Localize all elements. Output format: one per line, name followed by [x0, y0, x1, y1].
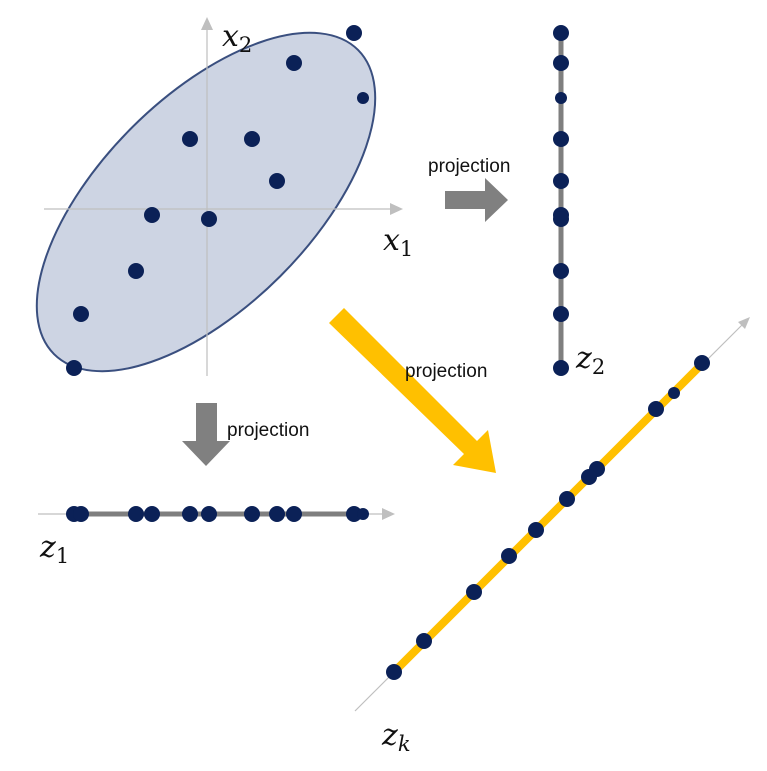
z1-projection-panel: projection z1	[38, 403, 395, 568]
x2-axis-arrowhead	[201, 17, 213, 30]
projected-point	[553, 55, 569, 71]
projected-point	[144, 506, 160, 522]
projected-point	[553, 211, 569, 227]
projected-point	[244, 506, 260, 522]
projected-point	[286, 506, 302, 522]
zk-axis-arrowhead	[738, 317, 750, 329]
projected-point	[555, 92, 567, 104]
data-point	[244, 131, 260, 147]
x1-label: x1	[383, 223, 413, 261]
projected-point	[201, 506, 217, 522]
projection-diagonal-label: projection	[405, 361, 487, 382]
z1-label: z1	[39, 530, 69, 568]
zk-label: zk	[381, 718, 411, 756]
z1-projected-points	[66, 506, 369, 522]
projected-point	[386, 664, 402, 680]
projected-point	[269, 506, 285, 522]
projected-point	[501, 548, 517, 564]
data-point	[346, 25, 362, 41]
z1-axis-arrowhead	[382, 508, 395, 520]
projected-point	[553, 173, 569, 189]
projected-point	[668, 387, 680, 399]
z2-projection-panel: projection z2	[428, 25, 605, 379]
x2-label: x2	[222, 19, 252, 57]
projected-point	[73, 506, 89, 522]
data-point	[269, 173, 285, 189]
projected-point	[346, 506, 362, 522]
data-point	[128, 263, 144, 279]
projection-right-arrow	[445, 178, 508, 222]
data-point	[73, 306, 89, 322]
projection-down-arrow	[182, 403, 230, 466]
data-point	[182, 131, 198, 147]
projected-point	[553, 131, 569, 147]
projected-point	[553, 306, 569, 322]
data-point	[357, 92, 369, 104]
projected-point	[182, 506, 198, 522]
z2-label: z2	[575, 341, 605, 379]
projected-point	[553, 25, 569, 41]
projection-right-label: projection	[428, 156, 510, 177]
projection-diagonal-arrow	[329, 308, 496, 473]
projected-point	[581, 469, 597, 485]
projected-point	[648, 401, 664, 417]
projected-point	[416, 633, 432, 649]
data-point	[201, 211, 217, 227]
x1-axis-arrowhead	[390, 203, 403, 215]
data-ellipse	[35, 31, 377, 373]
z2-projected-points	[553, 25, 569, 376]
data-point	[66, 360, 82, 376]
projected-point	[128, 506, 144, 522]
zk-projection-panel: projection zk	[329, 308, 750, 756]
projected-point	[553, 263, 569, 279]
original-data-points	[66, 25, 369, 376]
projected-point	[694, 355, 710, 371]
data-point	[144, 207, 160, 223]
data-point	[286, 55, 302, 71]
projected-point	[528, 522, 544, 538]
zk-projected-points	[386, 355, 710, 680]
projected-point	[553, 360, 569, 376]
projected-point	[559, 491, 575, 507]
projection-down-label: projection	[227, 420, 309, 441]
projected-point	[357, 508, 369, 520]
original-space-panel: x2 x1	[35, 17, 413, 376]
projected-point	[466, 584, 482, 600]
